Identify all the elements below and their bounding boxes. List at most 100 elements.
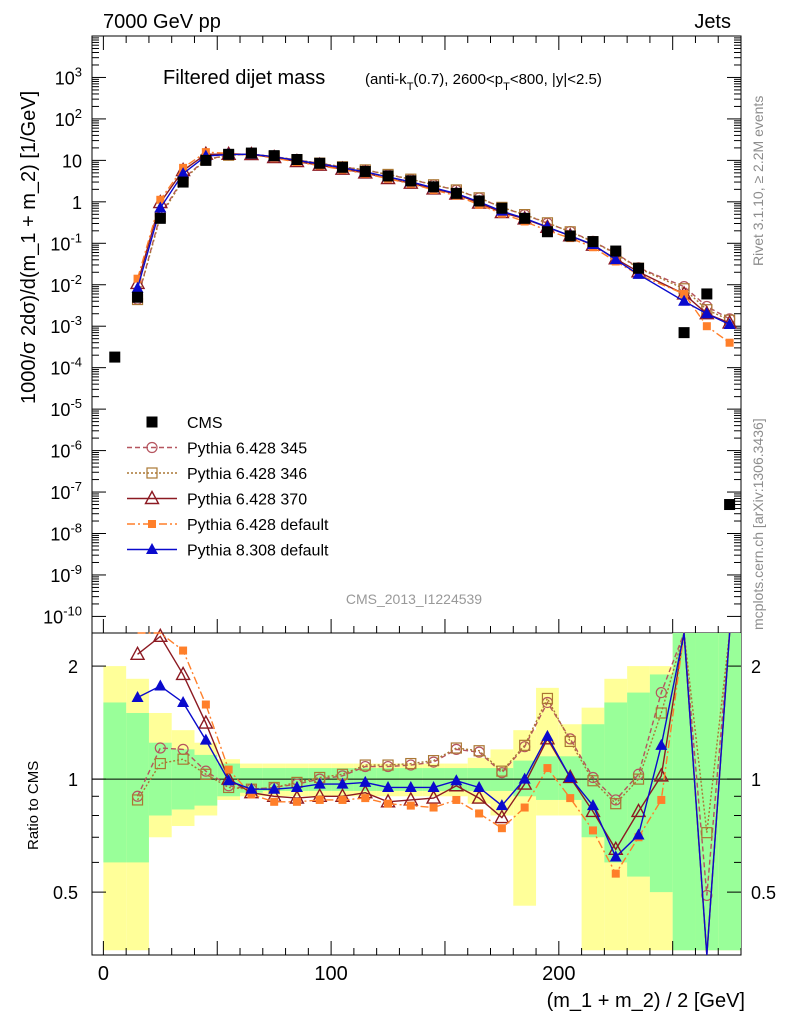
ratio-series-marker	[497, 824, 506, 833]
ratio-series-marker	[152, 627, 168, 643]
ratio-series-marker	[585, 802, 601, 818]
cms-data-marker	[428, 181, 440, 193]
cms-data-marker	[701, 288, 713, 300]
ratio-series-marker	[384, 799, 393, 808]
stat-uncertainty-band	[649, 674, 673, 893]
ratio-series-marker	[701, 889, 713, 902]
legend-label: CMS	[187, 415, 223, 432]
ratio-series-marker	[632, 773, 645, 785]
cms-data-marker	[154, 212, 166, 224]
ratio-series-marker	[701, 827, 713, 839]
main-series-marker	[725, 338, 734, 347]
legend-marker	[146, 467, 158, 479]
main-series-marker	[177, 167, 190, 179]
ratio-tick-label-right: 2	[751, 657, 761, 677]
cms-data-marker	[405, 175, 417, 187]
y-tick-label: 10-1	[50, 230, 82, 254]
ratio-series-marker	[336, 777, 349, 789]
ratio-series-marker	[452, 795, 461, 804]
ratio-series-marker	[655, 738, 668, 750]
ratio-tick-label: 0.5	[53, 883, 78, 903]
cms-data-marker	[633, 262, 645, 274]
ratio-series-marker	[338, 795, 347, 804]
ratio-series-marker	[562, 769, 578, 784]
ratio-series-marker	[359, 759, 371, 771]
cms-data-marker	[314, 157, 326, 169]
ratio-series-marker	[566, 794, 575, 803]
ratio-series-marker	[131, 794, 144, 806]
ratio-series-line	[137, 632, 731, 956]
ratio-tick-label: 1	[68, 770, 78, 790]
ratio-series-marker	[586, 799, 599, 811]
y-tick-label: 10-4	[50, 355, 82, 379]
main-series-marker	[131, 281, 144, 293]
y-tick-label: 10-10	[43, 603, 82, 627]
cms-data-marker	[245, 147, 257, 159]
main-series-marker	[156, 195, 165, 204]
ratio-series-marker	[587, 775, 599, 787]
legend: CMS Pythia 6.428 345 Pythia 6.428 346 Pythi…	[127, 415, 329, 560]
ratio-series-marker	[494, 809, 510, 824]
ratio-series-marker	[247, 790, 256, 799]
main-series	[109, 145, 738, 511]
cms-data-marker	[132, 291, 144, 303]
ratio-series-marker	[224, 765, 233, 774]
ratio-series-marker	[611, 869, 620, 878]
ratio-series-marker	[382, 780, 395, 792]
ratio-series-marker	[199, 733, 212, 745]
cms-data-marker	[564, 230, 576, 242]
ratio-series-marker	[541, 692, 554, 705]
y-tick-label: 10	[62, 151, 82, 171]
ratio-series-marker	[406, 801, 415, 810]
main-series-marker	[154, 201, 167, 213]
legend-label: Pythia 6.428 345	[187, 441, 307, 458]
ratio-series-marker	[632, 828, 645, 840]
ratio-series-line	[136, 632, 731, 833]
x-tick-label: 200	[542, 963, 575, 985]
stat-uncertainty-band	[194, 754, 218, 806]
stat-uncertainty-band	[718, 633, 741, 951]
ratio-series-marker	[131, 690, 144, 702]
stat-uncertainty-band	[536, 756, 559, 800]
ratio-series-marker	[245, 782, 258, 794]
stat-uncertainty-band	[695, 633, 719, 951]
ratio-series-marker	[471, 789, 487, 804]
ratio-series-marker	[222, 774, 235, 786]
ratio-series-marker	[541, 729, 554, 741]
stat-uncertainty-band	[604, 702, 628, 863]
analysis-label: CMS_2013_I1224539	[346, 591, 482, 607]
ratio-series-marker	[427, 780, 440, 792]
ratio-series-marker	[270, 797, 279, 806]
ratio-series-marker	[655, 707, 667, 719]
ratio-series-marker	[427, 755, 440, 767]
cms-data-marker	[109, 351, 121, 363]
cms-data-marker	[473, 195, 485, 207]
y-tick-label: 10-2	[50, 272, 82, 296]
legend-label: Pythia 6.428 370	[187, 492, 307, 509]
cms-data-marker	[610, 245, 622, 257]
main-series-marker	[702, 322, 711, 331]
cms-data-marker	[291, 153, 303, 165]
ratio-series-marker	[450, 742, 462, 754]
legend-label: Pythia 8.308 default	[187, 543, 329, 560]
legend-marker	[146, 441, 158, 454]
ratio-series-marker	[519, 739, 531, 751]
ratio-series-marker	[290, 780, 303, 792]
y-tick-label: 102	[55, 106, 82, 130]
ratio-series-marker	[425, 789, 442, 804]
y-tick-label: 10-3	[50, 313, 82, 337]
cms-data-marker	[519, 212, 531, 224]
cms-data-marker	[359, 165, 371, 177]
ratio-series-marker	[657, 795, 666, 804]
y-tick-label: 10-8	[50, 521, 82, 545]
ratio-series-marker	[588, 826, 597, 835]
ratio-series-line	[136, 632, 731, 896]
header-right: Jets	[694, 11, 731, 33]
ratio-y-axis-label: Ratio to CMS	[25, 761, 42, 850]
ratio-series-marker	[518, 772, 531, 784]
y-axis-label: 1000/σ 2dσ)/d(m_1 + m_2) [1/GeV]	[18, 91, 40, 404]
main-series-marker	[680, 289, 689, 298]
chart-title: Filtered dijet mass	[163, 67, 325, 89]
stat-uncertainty-band	[126, 712, 149, 863]
